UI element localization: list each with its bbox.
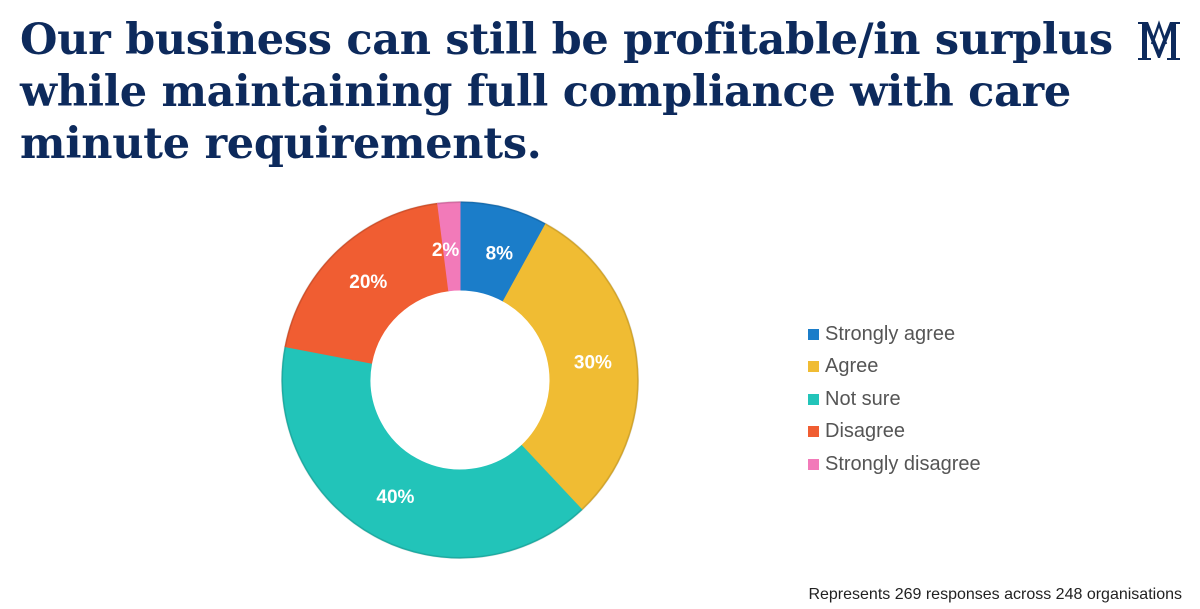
page-title: Our business can still be profitable/in … <box>20 15 1113 169</box>
monogram-logo-icon <box>1138 20 1180 60</box>
legend-label: Disagree <box>825 420 906 443</box>
legend-label: Not sure <box>825 387 901 410</box>
legend-swatch <box>808 393 819 405</box>
legend-item: Strongly disagree <box>808 448 981 481</box>
donut-slice-rim <box>284 202 438 347</box>
legend-label: Strongly disagree <box>825 452 981 475</box>
slice-value-label: 40% <box>376 487 414 508</box>
legend-item: Strongly agree <box>808 318 981 351</box>
legend-label: Strongly agree <box>825 322 956 345</box>
legend-item: Agree <box>808 351 981 384</box>
donut-slice-rim <box>545 223 639 511</box>
chart-legend: Strongly agree Agree Not sure Disagree S… <box>808 318 981 481</box>
slice-value-label: 8% <box>486 244 514 265</box>
donut-chart: 8% 30% 40% 20% 2% <box>281 201 639 559</box>
donut-slice-rim <box>459 201 547 225</box>
slice-value-label: 30% <box>574 353 612 374</box>
donut-slice-not-sure <box>281 346 583 559</box>
legend-item: Disagree <box>808 416 981 449</box>
donut-slice-strongly-disagree <box>437 201 461 292</box>
legend-swatch <box>808 361 819 373</box>
legend-item: Not sure <box>808 383 981 416</box>
slice-value-label: 20% <box>349 272 387 293</box>
legend-label: Agree <box>825 355 879 378</box>
legend-swatch <box>808 426 819 438</box>
donut-slice-agree <box>502 223 639 511</box>
legend-swatch <box>808 458 819 470</box>
donut-slice-rim <box>437 201 461 205</box>
donut-slice-disagree <box>284 202 450 364</box>
legend-swatch <box>808 328 819 340</box>
donut-slice-rim <box>281 346 583 559</box>
footnote: Represents 269 responses across 248 orga… <box>808 586 1182 603</box>
slice-value-label: 2% <box>432 240 460 261</box>
